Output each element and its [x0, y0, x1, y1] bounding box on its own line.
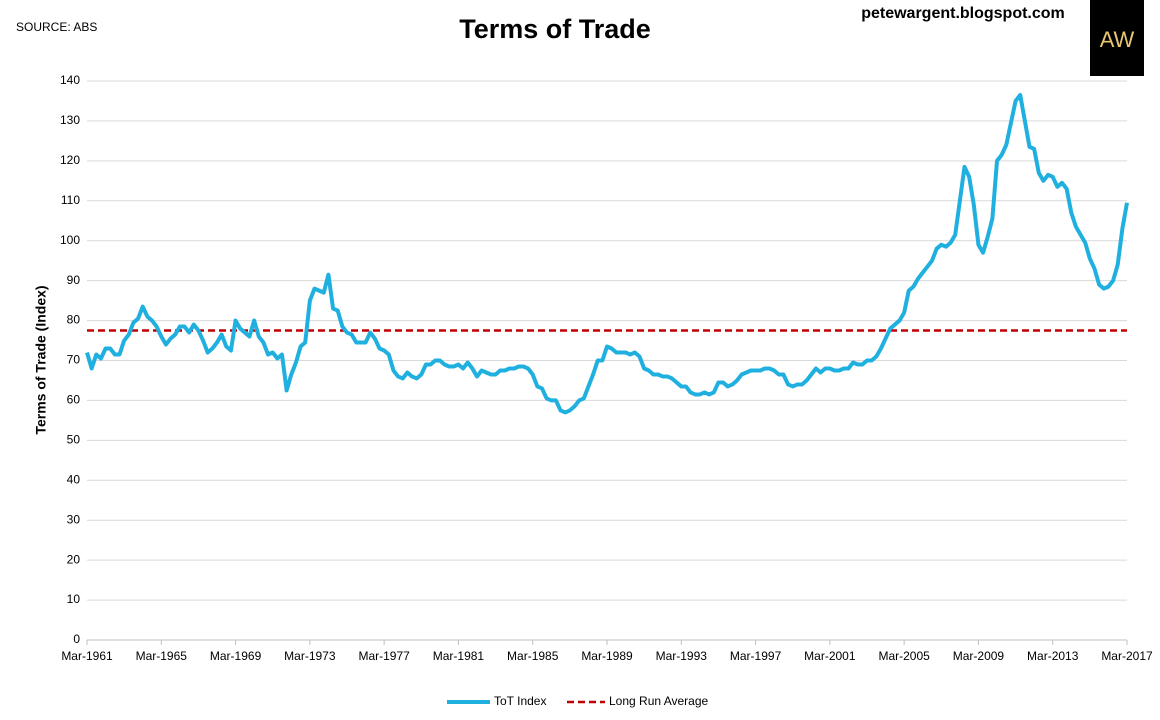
- y-tick-label: 50: [67, 433, 81, 447]
- y-tick-label: 140: [60, 73, 80, 87]
- legend-label: Long Run Average: [609, 694, 709, 708]
- y-tick-label: 90: [67, 273, 81, 287]
- y-tick-label: 80: [67, 313, 81, 327]
- y-tick-label: 110: [61, 193, 80, 207]
- x-tick-label: Mar-2005: [878, 649, 930, 663]
- y-tick-label: 70: [67, 353, 81, 367]
- x-tick-label: Mar-1973: [284, 649, 336, 663]
- y-tick-label: 130: [60, 113, 80, 127]
- x-tick-label: Mar-1997: [730, 649, 782, 663]
- x-tick-label: Mar-1985: [507, 649, 559, 663]
- x-tick-label: Mar-1961: [61, 649, 113, 663]
- y-tick-label: 40: [67, 472, 81, 486]
- y-tick-label: 100: [60, 233, 80, 247]
- x-tick-label: Mar-2009: [953, 649, 1005, 663]
- x-tick-label: Mar-2017: [1101, 649, 1153, 663]
- x-tick-label: Mar-1977: [358, 649, 410, 663]
- y-tick-label: 30: [67, 512, 81, 526]
- x-tick-label: Mar-1989: [581, 649, 633, 663]
- series-line: [85, 92, 1129, 415]
- logo: AW: [1100, 27, 1135, 52]
- logo-box: [1090, 0, 1144, 76]
- source: SOURCE: ABS: [16, 20, 97, 34]
- y-tick-label: 20: [67, 552, 81, 566]
- x-tick-label: Mar-1969: [210, 649, 262, 663]
- y-tick-label: 60: [67, 393, 81, 407]
- y-tick-label: 0: [73, 632, 80, 646]
- y-tick-label: 120: [60, 153, 80, 167]
- y-tick-label: 10: [67, 592, 81, 606]
- x-tick-label: Mar-2013: [1027, 649, 1079, 663]
- x-tick-label: Mar-2001: [804, 649, 856, 663]
- chart-title: Terms of Trade: [459, 14, 651, 44]
- x-tick-label: Mar-1965: [136, 649, 188, 663]
- legend-label: ToT Index: [494, 694, 546, 708]
- y-axis-label: Terms of Trade (Index): [33, 285, 49, 434]
- x-tick-label: Mar-1981: [433, 649, 485, 663]
- x-tick-label: Mar-1993: [656, 649, 708, 663]
- website: petewargent.blogspot.com: [861, 5, 1065, 22]
